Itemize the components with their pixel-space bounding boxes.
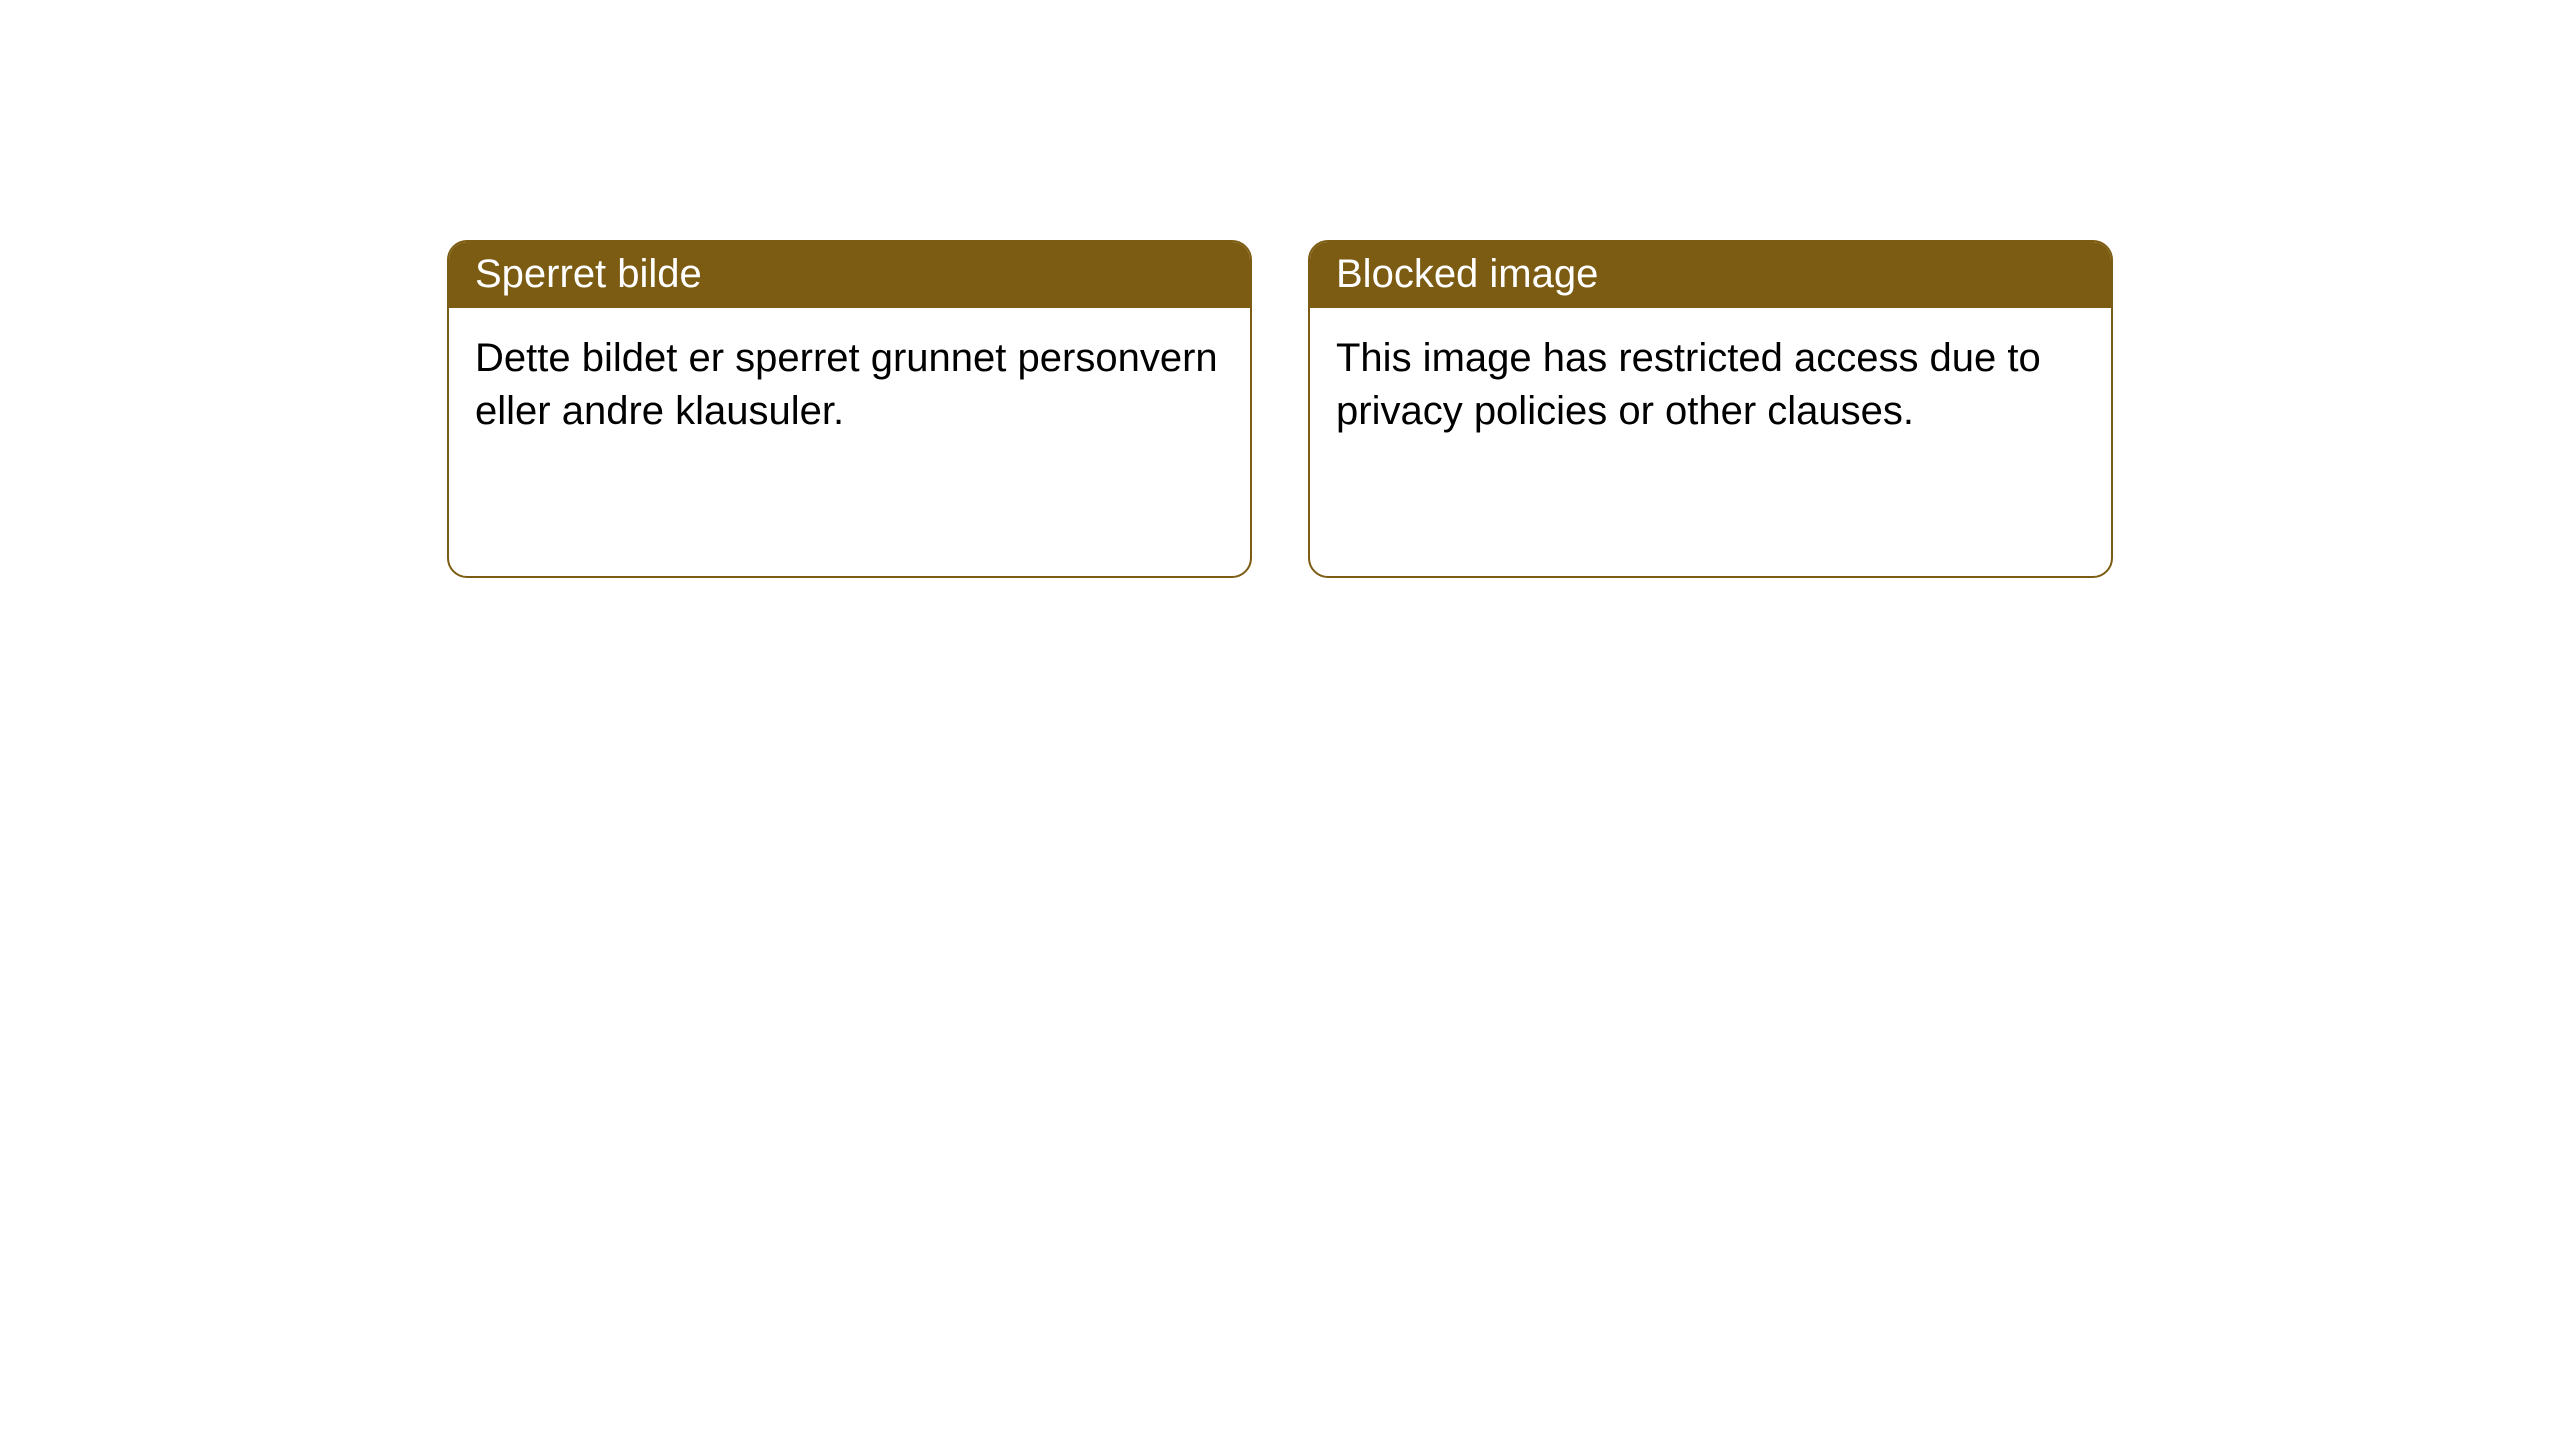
notice-card-en: Blocked image This image has restricted … xyxy=(1308,240,2113,578)
notice-title-no: Sperret bilde xyxy=(449,242,1250,308)
notice-body-no: Dette bildet er sperret grunnet personve… xyxy=(449,308,1250,576)
notice-title-en: Blocked image xyxy=(1310,242,2111,308)
notice-container: Sperret bilde Dette bildet er sperret gr… xyxy=(447,240,2113,578)
notice-card-no: Sperret bilde Dette bildet er sperret gr… xyxy=(447,240,1252,578)
notice-body-en: This image has restricted access due to … xyxy=(1310,308,2111,576)
